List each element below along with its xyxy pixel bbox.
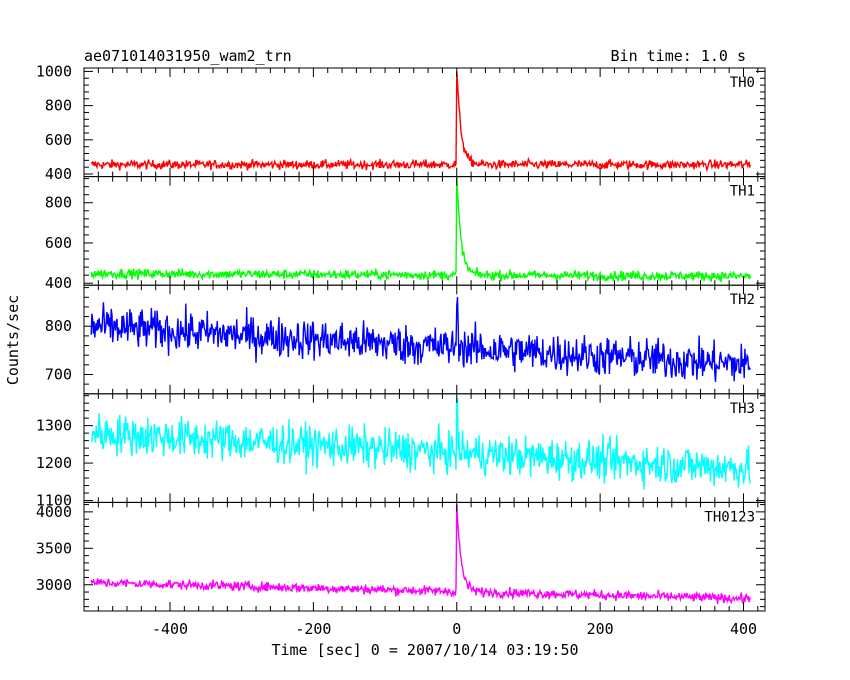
y-tick-label: 4000 [36, 503, 72, 521]
panel-th2: 700 800 TH2 [45, 284, 766, 395]
panel-label: TH0123 [704, 509, 755, 525]
panel-th3: 1100 1200 1300 TH3 [36, 393, 766, 510]
y-tick-label: 1200 [36, 454, 72, 472]
series-line-th0 [90, 71, 752, 173]
chart-title: ae071014031950_wam2_trn [84, 47, 292, 65]
panel-label: TH3 [730, 401, 755, 417]
y-tick-label: 800 [45, 97, 72, 115]
y-tick-label: 600 [45, 131, 72, 149]
panel-label: TH2 [730, 292, 755, 308]
panel-th0123: 3000 3500 4000 TH0123 [36, 501, 766, 612]
series-line-th1 [90, 177, 752, 284]
series-line-th3 [90, 397, 752, 490]
panel-frame [83, 176, 766, 286]
bin-time-label: Bin time: 1.0 s [611, 47, 746, 65]
y-tick-label: 700 [45, 365, 72, 383]
x-axis: -400 -200 0 200 400 [152, 620, 757, 638]
x-tick-label: 200 [587, 620, 614, 638]
y-tick-label: 1000 [36, 62, 72, 80]
y-tick-label: 3000 [36, 576, 72, 594]
x-tick-label: 0 [452, 620, 461, 638]
y-tick-label: 800 [45, 194, 72, 212]
x-tick-label: 400 [730, 620, 757, 638]
y-tick-label: 3500 [36, 539, 72, 557]
panels: 400 600 800 1000 TH0 400 600 800 TH1 700 800 TH2 110… [36, 62, 766, 612]
y-tick-label: 1100 [36, 492, 72, 510]
y-axis-label: Counts/sec [4, 295, 22, 385]
y-tick-label: 400 [45, 274, 72, 292]
y-tick-label: 400 [45, 165, 72, 183]
y-tick-label: 800 [45, 317, 72, 335]
panel-th0: 400 600 800 1000 TH0 [36, 62, 766, 183]
y-tick-label: 600 [45, 234, 72, 252]
x-tick-label: -400 [152, 620, 188, 638]
y-tick-label: 1300 [36, 417, 72, 435]
panel-frame [83, 501, 766, 612]
series-line-th2 [90, 297, 751, 382]
x-axis-label: Time [sec] 0 = 2007/10/14 03:19:50 [271, 641, 578, 659]
series-line-th0123 [90, 504, 751, 605]
panel-label: TH0 [730, 75, 755, 91]
panel-th1: 400 600 800 TH1 [45, 176, 766, 292]
x-tick-label: -200 [295, 620, 331, 638]
panel-label: TH1 [730, 184, 755, 200]
